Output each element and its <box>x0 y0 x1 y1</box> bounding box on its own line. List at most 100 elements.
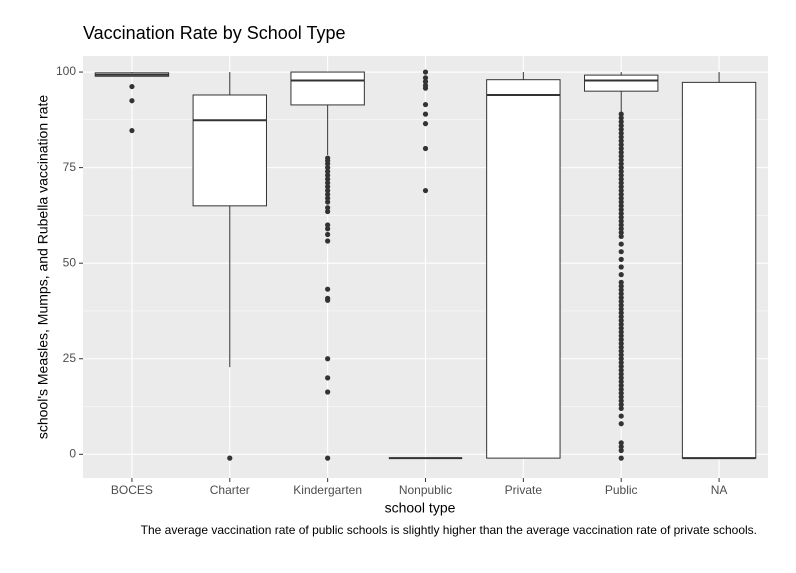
outlier <box>618 130 624 136</box>
outlier <box>325 389 331 395</box>
outlier <box>618 199 624 205</box>
y-tick-label: 0 <box>69 446 76 460</box>
outlier <box>325 161 331 167</box>
outlier <box>618 298 624 305</box>
outlier <box>618 390 624 396</box>
outlier <box>618 161 624 167</box>
outlier <box>618 340 624 347</box>
outlier <box>325 199 331 205</box>
y-tick-label: 100 <box>56 64 76 78</box>
outlier <box>325 455 331 461</box>
outlier <box>129 83 135 90</box>
outlier <box>618 187 624 194</box>
outlier <box>618 218 624 224</box>
outlier <box>618 172 624 178</box>
outlier <box>618 191 624 197</box>
outlier <box>618 264 624 270</box>
outlier <box>422 145 429 152</box>
outlier <box>618 119 624 125</box>
outlier <box>618 413 624 419</box>
outlier <box>129 127 135 134</box>
outlier <box>422 111 429 117</box>
box <box>486 79 561 459</box>
outlier <box>618 321 624 327</box>
outlier <box>618 398 624 404</box>
outlier <box>618 149 624 155</box>
outlier <box>618 455 624 461</box>
outlier <box>618 405 624 412</box>
outlier <box>618 126 624 132</box>
outlier <box>422 85 429 91</box>
outlier <box>422 69 429 75</box>
outlier <box>618 306 624 312</box>
x-tick-label: Kindergarten <box>293 483 362 497</box>
chart-title: Vaccination Rate by School Type <box>83 23 346 43</box>
outlier <box>422 101 429 108</box>
outlier <box>129 98 135 104</box>
outlier <box>618 207 624 213</box>
outlier <box>618 153 624 159</box>
x-tick-label: Charter <box>210 483 250 497</box>
outlier <box>618 375 624 381</box>
y-tick-label: 50 <box>63 255 77 269</box>
outlier <box>618 310 624 316</box>
box <box>192 94 267 207</box>
outlier <box>618 344 624 350</box>
outlier <box>325 297 331 303</box>
outlier <box>325 184 331 190</box>
outlier <box>618 294 624 301</box>
outlier <box>618 203 624 209</box>
outlier <box>422 75 429 81</box>
x-tick-label: Public <box>605 483 638 497</box>
outlier <box>422 79 429 85</box>
outlier <box>618 226 624 232</box>
outlier <box>618 314 624 320</box>
outlier <box>618 256 624 262</box>
outlier <box>618 382 624 389</box>
outlier <box>325 205 331 211</box>
outlier <box>618 222 624 228</box>
outlier <box>325 238 331 244</box>
x-axis-title: school type <box>385 500 456 516</box>
outlier <box>227 455 233 461</box>
y-axis-title: school's Measles, Mumps, and Rubella vac… <box>35 95 51 439</box>
box <box>584 74 659 92</box>
outlier <box>618 134 624 140</box>
outlier <box>618 302 624 308</box>
box <box>681 81 757 459</box>
outlier <box>618 394 624 400</box>
outlier <box>618 157 624 163</box>
outlier <box>618 180 624 186</box>
outlier <box>618 363 624 369</box>
outlier <box>618 371 624 377</box>
x-tick-label: Nonpublic <box>399 483 452 497</box>
outlier <box>618 359 624 366</box>
outlier <box>422 121 429 127</box>
outlier <box>325 222 331 228</box>
outlier <box>325 286 331 292</box>
outlier <box>618 447 624 454</box>
outlier <box>422 187 429 194</box>
outlier <box>618 291 624 297</box>
outlier <box>325 191 331 197</box>
y-tick-label: 75 <box>63 160 77 174</box>
box <box>290 71 365 106</box>
outlier <box>618 195 624 201</box>
outlier <box>618 165 624 171</box>
outlier <box>618 122 624 129</box>
outlier <box>618 272 624 278</box>
outlier <box>618 348 624 354</box>
outlier <box>325 226 331 232</box>
outlier <box>618 210 624 217</box>
outlier <box>325 187 331 194</box>
outlier <box>618 249 624 255</box>
outlier <box>325 176 331 182</box>
outlier <box>618 233 624 240</box>
outlier <box>618 386 624 392</box>
outlier <box>325 180 331 186</box>
outlier <box>325 208 331 215</box>
outlier <box>618 444 624 450</box>
outlier <box>618 115 624 121</box>
x-tick-label: Private <box>505 483 543 497</box>
